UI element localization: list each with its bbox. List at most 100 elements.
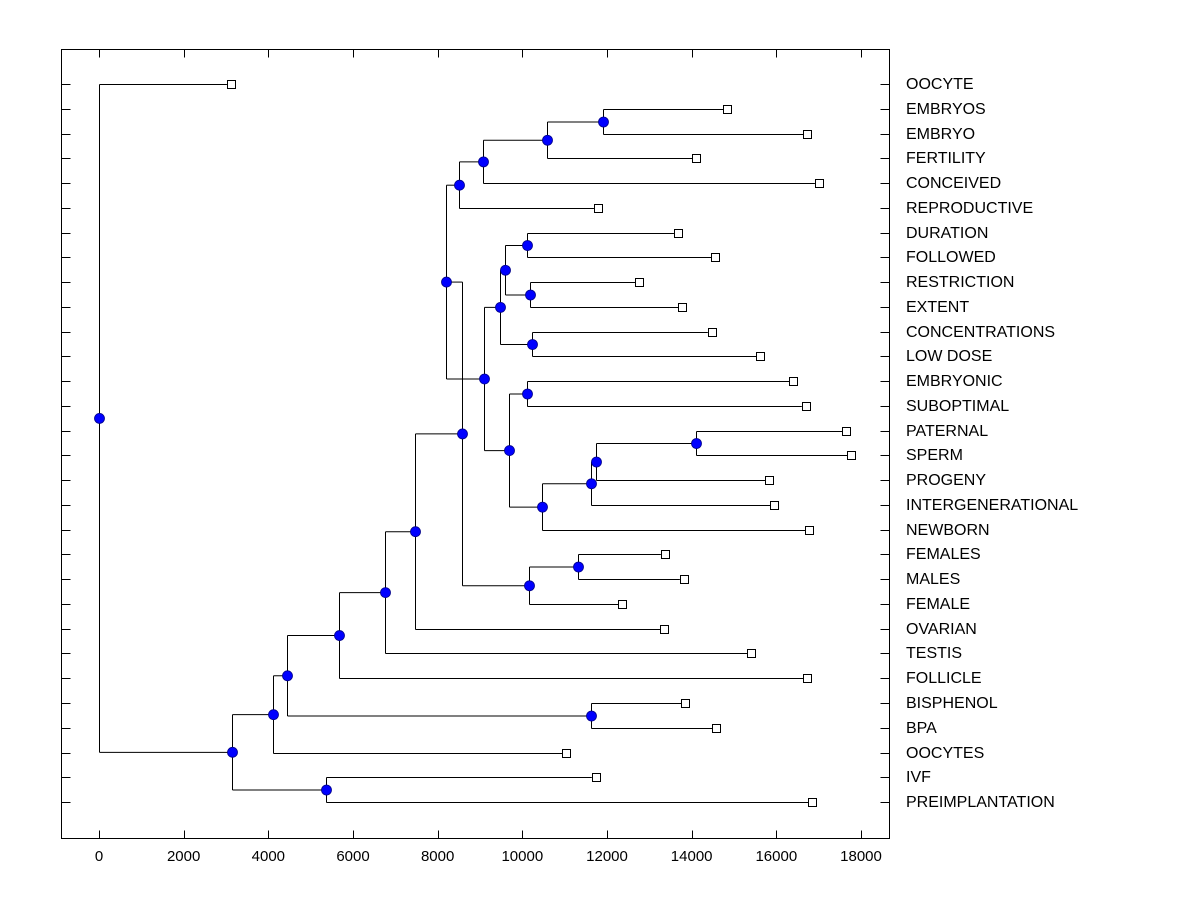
node-marker (537, 501, 548, 513)
leaf-marker (847, 451, 856, 460)
leaf-marker (635, 278, 644, 287)
node-marker (380, 587, 391, 599)
leaf-marker (660, 625, 669, 634)
x-axis-labels: 0 2000 4000 6000 8000 10000 12000 14000 16000 180… (95, 848, 882, 865)
node-marker (586, 478, 597, 490)
leaf-labels: OOCYTE EMBRYOS EMBRYO FERTILITY CONCEIVED REP… (906, 76, 1078, 811)
x-tick-label: 16000 (755, 848, 797, 865)
leaf-marker (708, 328, 717, 337)
x-axis-ticks (99, 49, 862, 839)
leaf-label: PREIMPLANTATION (906, 794, 1055, 811)
leaf-marker (803, 130, 812, 139)
leaf-marker (678, 303, 687, 312)
node-marker (522, 240, 533, 251)
leaf-marker (770, 501, 779, 510)
node-marker (321, 784, 332, 796)
leaf-marker (803, 674, 812, 683)
leaf-marker (712, 724, 721, 733)
x-tick-label: 8000 (421, 848, 454, 865)
leaf-marker (681, 699, 690, 708)
leaf-marker (765, 476, 774, 485)
leaf-label: REPRODUCTIVE (906, 200, 1033, 217)
x-tick-label: 10000 (501, 848, 543, 865)
node-marker (524, 580, 535, 592)
leaf-label: FOLLICLE (906, 670, 982, 687)
branches (99, 84, 848, 803)
node-marker (691, 438, 702, 449)
node-marker (500, 264, 511, 276)
leaf-label: EMBRYONIC (906, 373, 1003, 390)
node-marker (227, 746, 238, 758)
leaf-marker (594, 204, 603, 213)
node-marker (268, 709, 279, 721)
leaf-marker (802, 402, 811, 411)
node-marker (573, 561, 584, 573)
node-marker (591, 456, 602, 468)
leaf-label: EMBRYOS (906, 101, 986, 118)
node-marker (542, 134, 553, 146)
leaf-label: MALES (906, 571, 960, 588)
node-marker (478, 156, 489, 168)
plot-frame (61, 49, 890, 839)
leaf-label: CONCEIVED (906, 175, 1001, 192)
leaf-marker (618, 600, 627, 609)
leaf-marker (711, 253, 720, 262)
node-marker (495, 301, 506, 313)
node-markers (94, 116, 702, 796)
leaf-label: SPERM (906, 447, 963, 464)
leaf-label: EMBRYO (906, 126, 975, 143)
node-marker (334, 630, 345, 641)
leaf-label: LOW DOSE (906, 348, 992, 365)
leaf-marker (808, 798, 817, 807)
x-tick-label: 18000 (840, 848, 882, 865)
leaf-marker (674, 229, 683, 238)
leaf-label: PATERNAL (906, 423, 988, 440)
leaf-marker (680, 575, 689, 584)
leaf-label: OOCYTE (906, 76, 974, 93)
leaf-marker (815, 179, 824, 188)
node-marker (527, 339, 538, 350)
leaf-label: IVF (906, 769, 931, 786)
leaf-label: SUBOPTIMAL (906, 398, 1009, 415)
node-marker (94, 413, 105, 424)
node-marker (586, 710, 597, 722)
leaf-label: PROGENY (906, 472, 986, 489)
x-tick-label: 4000 (252, 848, 285, 865)
node-marker (479, 373, 490, 385)
leaf-marker (789, 377, 798, 386)
leaf-markers (227, 80, 856, 807)
leaf-marker (723, 105, 732, 114)
leaf-label: INTERGENERATIONAL (906, 497, 1078, 514)
leaf-label: OVARIAN (906, 621, 977, 638)
node-marker (454, 179, 465, 191)
leaf-marker (842, 427, 851, 436)
leaf-label: NEWBORN (906, 522, 990, 539)
leaf-marker (661, 550, 670, 559)
x-tick-label: 14000 (671, 848, 713, 865)
leaf-marker (692, 154, 701, 163)
leaf-marker (805, 526, 814, 535)
leaf-label: EXTENT (906, 299, 969, 316)
leaf-label: FERTILITY (906, 150, 986, 167)
node-marker (410, 526, 421, 538)
y-axis-ticks (61, 84, 890, 803)
x-tick-label: 12000 (586, 848, 628, 865)
x-tick-label: 0 (95, 848, 103, 865)
leaf-label: CONCENTRATIONS (906, 324, 1055, 341)
leaf-label: BISPHENOL (906, 695, 998, 712)
x-tick-label: 2000 (167, 848, 200, 865)
leaf-label: TESTIS (906, 645, 962, 662)
node-marker (522, 388, 533, 400)
node-marker (504, 445, 515, 456)
leaf-marker (747, 649, 756, 658)
leaf-marker (227, 80, 236, 89)
leaf-label: FOLLOWED (906, 249, 996, 266)
leaf-label: OOCYTES (906, 745, 984, 762)
leaf-label: RESTRICTION (906, 274, 1014, 291)
leaf-label: FEMALES (906, 546, 981, 563)
x-tick-label: 6000 (336, 848, 369, 865)
node-marker (598, 116, 609, 128)
leaf-marker (756, 352, 765, 361)
node-marker (282, 670, 293, 682)
